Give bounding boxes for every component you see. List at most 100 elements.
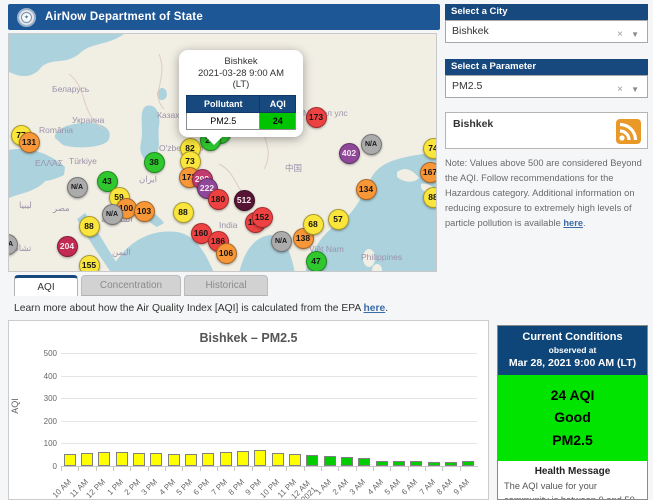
- chart-x-tick: [217, 467, 218, 471]
- city-select[interactable]: Bishkek × ▼: [445, 20, 648, 43]
- map-aqi-marker[interactable]: 57: [327, 208, 349, 230]
- tab-aqi[interactable]: AQI: [14, 275, 78, 296]
- epa-here-link[interactable]: here: [363, 303, 386, 314]
- chart-x-tick: [442, 467, 444, 471]
- chart-bar[interactable]: [427, 462, 440, 466]
- parameter-caret-icon[interactable]: ▼: [631, 85, 639, 94]
- chart-bar[interactable]: [133, 452, 145, 466]
- chart-bar[interactable]: [115, 451, 128, 466]
- map-aqi-marker[interactable]: 402: [338, 142, 360, 164]
- map-place-label: Украина: [72, 115, 105, 125]
- current-conditions-panel: Current Conditions observed at Mar 28, 2…: [497, 325, 648, 500]
- parameter-select[interactable]: PM2.5 × ▼: [445, 75, 648, 98]
- chart-bar[interactable]: [341, 456, 353, 466]
- chart-bar[interactable]: [254, 449, 267, 466]
- chart-bar[interactable]: [462, 460, 475, 466]
- map-aqi-marker[interactable]: N/A: [270, 230, 292, 252]
- popup-aqi-value: 24: [259, 111, 296, 130]
- chart-gridline: [61, 420, 477, 422]
- city-select-value: Bishkek: [452, 25, 489, 37]
- map-aqi-marker[interactable]: 204: [56, 235, 78, 257]
- map-aqi-marker[interactable]: 103: [133, 200, 155, 222]
- chart-bar[interactable]: [219, 451, 232, 466]
- map-place-label: ایران: [139, 174, 158, 184]
- map-aqi-marker[interactable]: 134: [355, 178, 377, 200]
- map-aqi-marker[interactable]: 68: [302, 213, 324, 235]
- chart-x-tick: [321, 467, 322, 471]
- note-here-link[interactable]: here: [563, 217, 583, 228]
- chart-y-tick-label: 200: [43, 416, 57, 426]
- map-aqi-marker[interactable]: N/A: [360, 133, 382, 155]
- map-aqi-marker[interactable]: 43: [96, 170, 118, 192]
- map-aqi-marker[interactable]: 74: [422, 137, 436, 159]
- rss-icon[interactable]: [616, 119, 641, 144]
- select-parameter-header: Select a Parameter: [445, 59, 648, 75]
- chart-bar[interactable]: [393, 461, 405, 466]
- chart-x-tick: [407, 467, 409, 471]
- tab-historical[interactable]: Historical: [184, 275, 268, 296]
- map-aqi-marker[interactable]: 512: [233, 189, 255, 211]
- chart-bar[interactable]: [167, 453, 180, 466]
- chart-gridline: [61, 443, 477, 445]
- popup-datetime: 2021-03-28 9:00 AM: [197, 67, 285, 79]
- chart-x-tick: [390, 467, 392, 471]
- popup-city: Bishkek: [224, 56, 258, 67]
- map-aqi-marker[interactable]: 152: [251, 206, 273, 228]
- map-place-label: اليمن: [112, 247, 131, 257]
- chart-x-tick: [303, 467, 305, 471]
- chart-x-tick: [199, 467, 201, 471]
- city-clear-icon[interactable]: ×: [617, 29, 623, 40]
- popup-table: Pollutant AQI PM2.5 24: [185, 94, 296, 130]
- chart-y-tick-label: 400: [43, 371, 57, 381]
- current-pollutant: PM2.5: [552, 431, 593, 448]
- chart-x-tick: [269, 467, 270, 471]
- chart-bar[interactable]: [271, 452, 284, 466]
- map-place-label: Беларусь: [52, 84, 90, 94]
- map-place-label: ليبيا: [19, 200, 32, 210]
- chart-bar[interactable]: [81, 453, 93, 466]
- chart-bar[interactable]: [98, 452, 111, 466]
- chart-bar[interactable]: [185, 453, 197, 466]
- map-aqi-marker[interactable]: 38: [143, 151, 165, 173]
- chart-bar[interactable]: [237, 451, 249, 466]
- map-place-label: تشاد: [15, 243, 32, 253]
- chart-bar[interactable]: [358, 458, 371, 466]
- current-conditions-datetime: Mar 28, 2021 9:00 AM (LT): [508, 357, 637, 369]
- chart-bar[interactable]: [410, 461, 423, 466]
- chart-y-tick-label: 500: [43, 349, 57, 358]
- chart-bar[interactable]: [150, 453, 163, 466]
- map-aqi-marker[interactable]: 88: [78, 215, 100, 237]
- map-aqi-marker[interactable]: 88: [422, 186, 436, 208]
- map-aqi-marker[interactable]: 131: [18, 131, 40, 153]
- map-place-label: ΕΛΛΆΣ: [35, 158, 63, 168]
- chart-x-tick: [286, 467, 288, 471]
- map-aqi-marker[interactable]: N/A: [66, 176, 88, 198]
- tab-concentration[interactable]: Concentration: [81, 275, 181, 296]
- map-aqi-marker[interactable]: 155: [78, 254, 100, 271]
- chart-bar[interactable]: [306, 455, 319, 466]
- map-aqi-marker[interactable]: N/A: [101, 203, 123, 225]
- map-aqi-marker[interactable]: 47: [305, 250, 327, 271]
- map-place-label: India: [219, 220, 238, 230]
- popup-col-aqi: AQI: [259, 94, 296, 113]
- department-of-state-seal-icon: ✦: [17, 7, 36, 27]
- map-aqi-marker[interactable]: 88: [172, 201, 194, 223]
- map-place-label: România: [39, 125, 74, 135]
- map-aqi-marker[interactable]: 180: [207, 188, 229, 210]
- parameter-clear-icon[interactable]: ×: [617, 84, 623, 95]
- map-aqi-marker[interactable]: 173: [305, 106, 327, 128]
- chart-bar[interactable]: [323, 456, 336, 466]
- chart-bar[interactable]: [202, 452, 215, 466]
- chart-bar[interactable]: [445, 461, 457, 466]
- map-aqi-marker[interactable]: 106: [215, 242, 237, 264]
- map-aqi-marker[interactable]: 167: [419, 161, 436, 183]
- chart-bar[interactable]: [289, 453, 301, 466]
- current-aqi-category: Good: [554, 409, 591, 426]
- aqi-map[interactable]: БеларусьУкраинаRomâniaКазахстанO'zbekist…: [8, 33, 437, 272]
- popup-pollutant-value: PM2.5: [185, 111, 261, 130]
- chart-bar[interactable]: [375, 460, 388, 466]
- popup-col-pollutant: Pollutant: [185, 94, 261, 113]
- city-caret-icon[interactable]: ▼: [631, 30, 639, 39]
- chart-bar[interactable]: [63, 453, 76, 466]
